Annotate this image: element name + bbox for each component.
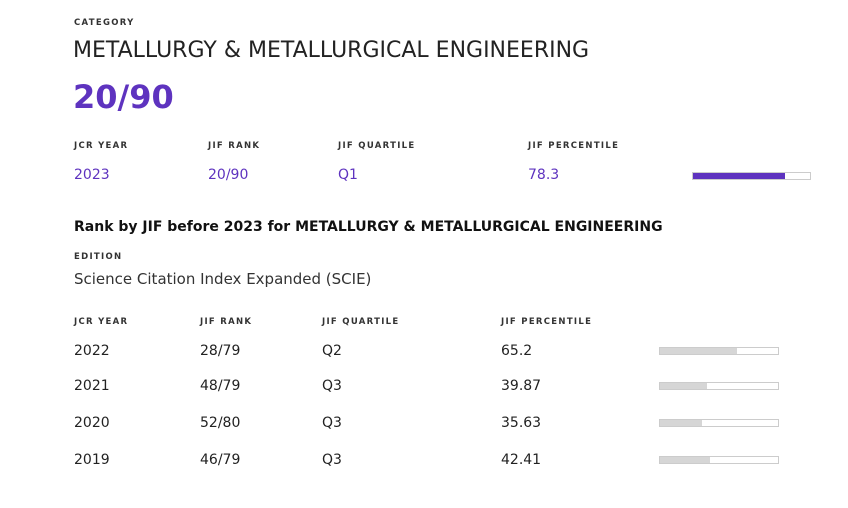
cell: 2023	[74, 167, 110, 183]
cell: 46/79	[200, 452, 241, 468]
column-header: JIF RANK	[208, 141, 261, 151]
cell: 65.2	[501, 343, 533, 359]
cell: Q3	[322, 415, 342, 431]
percentile-bar	[660, 383, 708, 389]
cell: 78.3	[528, 167, 560, 183]
percentile-bar-track	[659, 456, 779, 464]
cell: 28/79	[200, 343, 241, 359]
column-header: JIF QUARTILE	[322, 317, 400, 327]
cell: 52/80	[200, 415, 241, 431]
cell: 2020	[74, 415, 110, 431]
percentile-bar	[660, 457, 711, 463]
category-rank: 20/90	[73, 78, 174, 116]
column-header: JIF QUARTILE	[338, 141, 416, 151]
cell: Q2	[322, 343, 342, 359]
cell: 48/79	[200, 378, 241, 394]
cell: Q3	[322, 378, 342, 394]
percentile-bar	[660, 420, 703, 426]
percentile-bar-track	[659, 347, 779, 355]
column-header: JCR YEAR	[74, 141, 129, 151]
section-title: Rank by JIF before 2023 for METALLURGY &…	[74, 219, 663, 235]
edition: Science Citation Index Expanded (SCIE)	[74, 270, 372, 288]
cell: Q1	[338, 167, 358, 183]
cell: 42.41	[501, 452, 542, 468]
category-label: CATEGORY	[74, 18, 135, 28]
cell: 2021	[74, 378, 110, 394]
cell: 2019	[74, 452, 110, 468]
percentile-bar	[693, 173, 785, 179]
column-header: JIF RANK	[200, 317, 253, 327]
cell: 39.87	[501, 378, 542, 394]
percentile-bar	[660, 348, 737, 354]
cell: 20/90	[208, 167, 249, 183]
column-header: JIF PERCENTILE	[501, 317, 593, 327]
edition-label: EDITION	[74, 252, 123, 262]
percentile-bar-track	[659, 382, 779, 390]
cell: Q3	[322, 452, 342, 468]
category-title: METALLURGY & METALLURGICAL ENGINEERING	[73, 38, 590, 63]
cell: 2022	[74, 343, 110, 359]
percentile-bar-track	[692, 172, 811, 180]
cell: 35.63	[501, 415, 542, 431]
column-header: JIF PERCENTILE	[528, 141, 620, 151]
percentile-bar-track	[659, 419, 779, 427]
column-header: JCR YEAR	[74, 317, 129, 327]
